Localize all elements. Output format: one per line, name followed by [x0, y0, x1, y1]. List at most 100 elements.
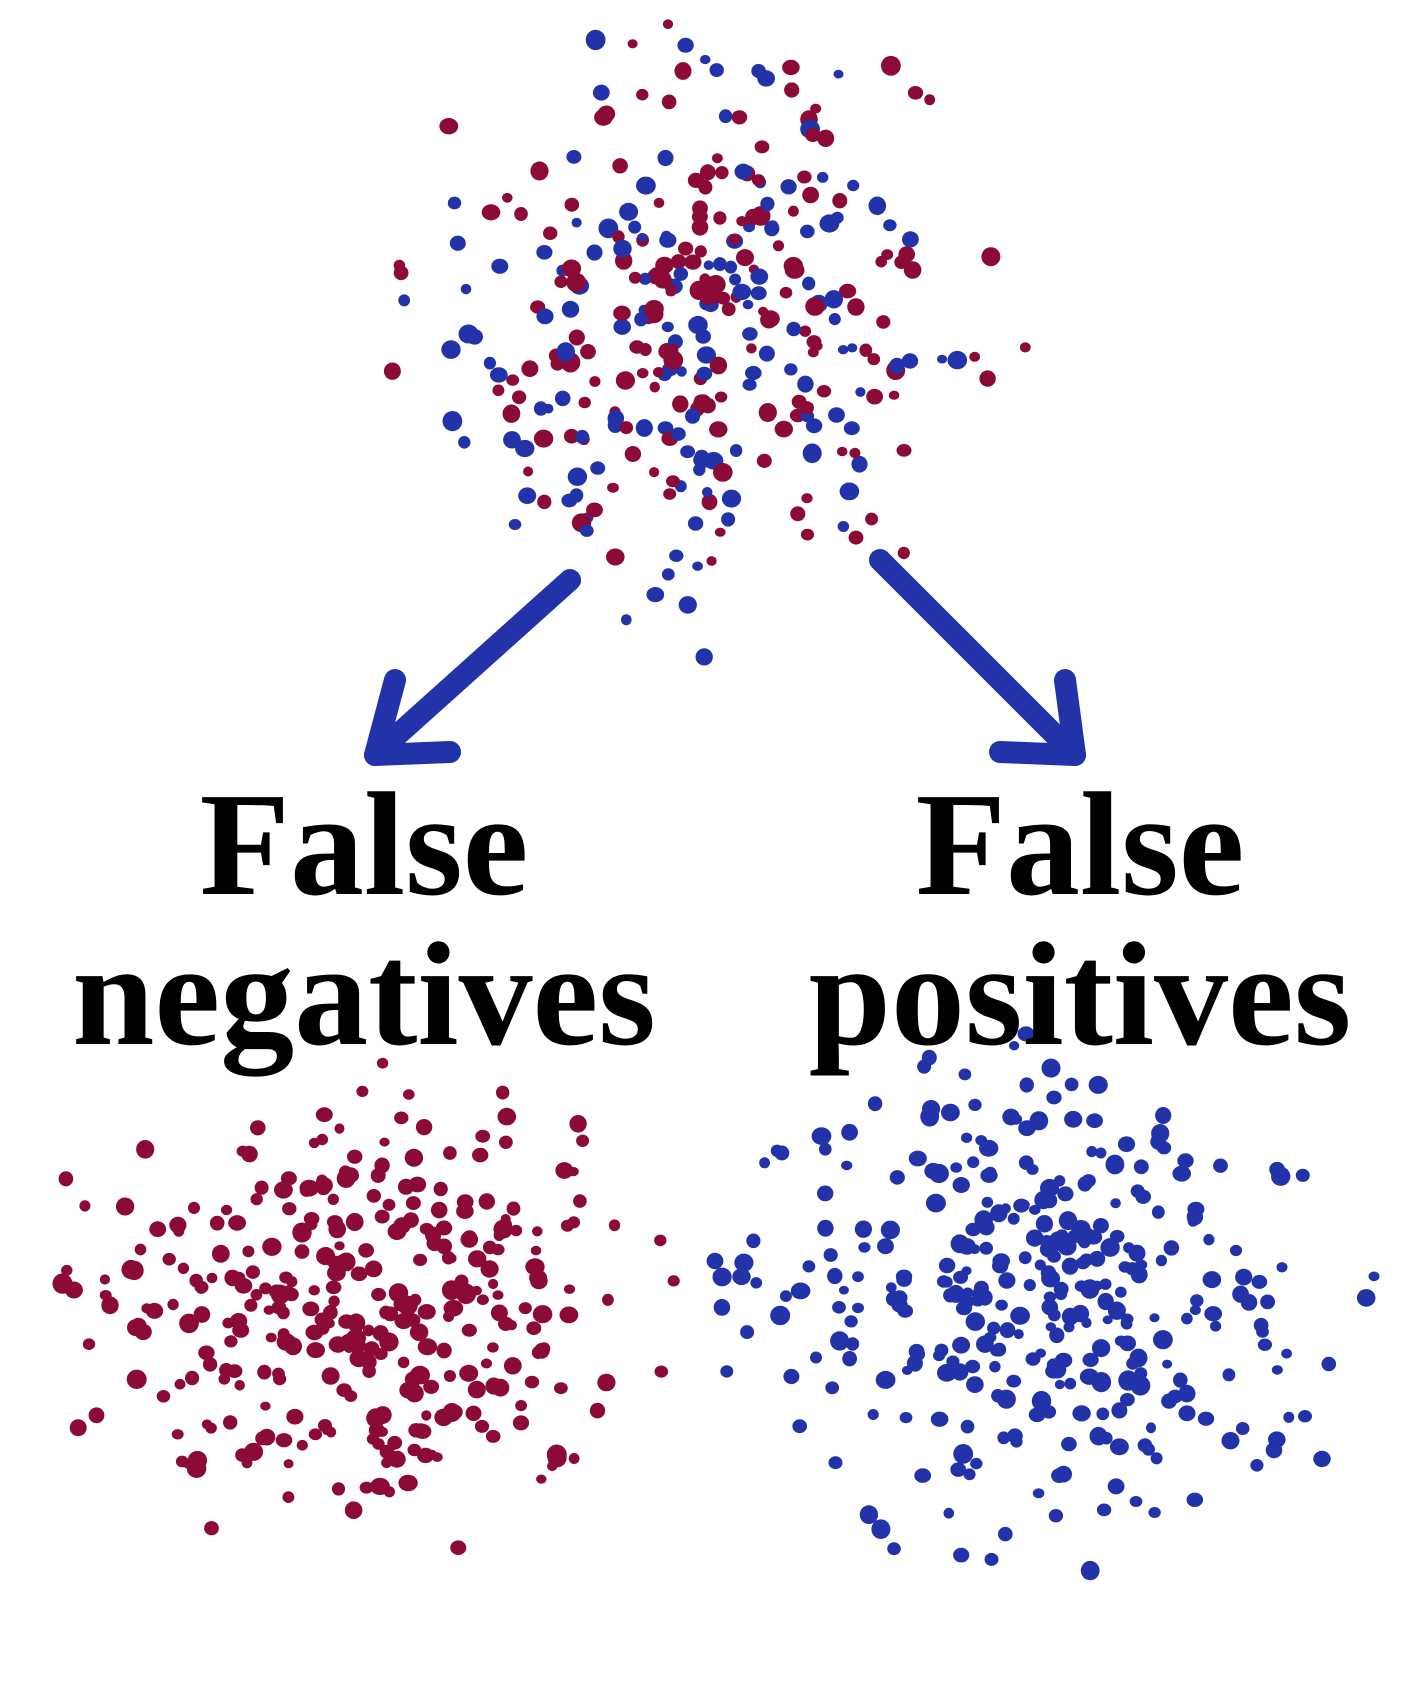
positive-dot [979, 1241, 993, 1255]
positive-dot [1096, 1407, 1110, 1421]
mixed-dot [784, 82, 800, 98]
negative-dot [462, 1230, 477, 1245]
positive-dot [867, 1409, 879, 1420]
mixed-dot [536, 308, 554, 325]
mixed-dot [592, 84, 610, 101]
positive-dot [989, 1360, 1001, 1373]
negative-dot [397, 1356, 410, 1369]
mixed-dot [836, 446, 848, 457]
false-positives-label-line2: positives [808, 913, 1352, 1077]
mixed-dot [561, 259, 582, 278]
mixed-dot [466, 329, 483, 345]
negative-dot [52, 1273, 73, 1294]
mixed-dot [824, 290, 843, 309]
positive-dot [1181, 1312, 1193, 1325]
negative-dot [492, 1290, 504, 1300]
negative-dot [283, 1459, 294, 1469]
mixed-dot [760, 196, 775, 212]
mixed-dot [750, 286, 767, 301]
negative-dot [188, 1201, 200, 1215]
negative-dot [383, 1486, 395, 1498]
negative-dot [193, 1306, 211, 1323]
positive-dot [953, 1444, 974, 1464]
positive-dot [1150, 1452, 1163, 1465]
positive-dot [995, 1299, 1008, 1311]
positive-dot [770, 1305, 791, 1326]
mixed-dot [564, 197, 580, 212]
mixed-dot [816, 385, 832, 398]
mixed-dot [659, 232, 677, 248]
mixed-dot [671, 427, 686, 441]
positive-dot [965, 1359, 981, 1374]
negative-dot [335, 1254, 352, 1269]
positive-dot [875, 1370, 896, 1389]
negative-dot [356, 1085, 369, 1097]
mixed-dot [674, 62, 692, 80]
mixed-dot [613, 239, 632, 258]
negative-dot [260, 1401, 271, 1411]
negative-dot [359, 1481, 374, 1494]
positive-dot [885, 1291, 902, 1307]
negative-dot [250, 1193, 263, 1206]
positive-dot [1086, 1146, 1098, 1158]
negative-dot [417, 1338, 438, 1356]
negative-dot [162, 1252, 176, 1266]
mixed-dot [680, 445, 695, 459]
negative-dot [323, 1305, 338, 1320]
mixed-dot [802, 276, 816, 291]
mixed-dot [742, 299, 754, 310]
positive-dot [1089, 1250, 1106, 1267]
negative-dot [234, 1380, 245, 1391]
mixed-dot [800, 528, 815, 541]
mixed-dot [724, 260, 738, 274]
mixed-dot [653, 197, 665, 208]
mixed-dot [889, 357, 905, 374]
mixed-dot [523, 466, 534, 477]
positive-dot [1041, 1058, 1061, 1078]
positive-dot [1197, 1411, 1215, 1426]
positive-dot [920, 1106, 940, 1127]
negative-dot [608, 1219, 621, 1232]
negative-dot [363, 1324, 375, 1337]
negative-dot [347, 1313, 366, 1333]
positive-dot [961, 1132, 973, 1144]
mixed-dot [817, 171, 829, 183]
mixed-dot [718, 109, 733, 124]
mixed-dot [780, 179, 797, 195]
mixed-dot [700, 164, 716, 181]
negative-dot [308, 1285, 320, 1296]
negative-dot [179, 1313, 199, 1334]
positive-dot [877, 1238, 894, 1255]
negative-dot [413, 1253, 428, 1266]
positive-dot [1046, 1358, 1061, 1372]
mixed-dot [689, 280, 708, 300]
mixed-dot [896, 444, 912, 457]
negative-dot [554, 1382, 568, 1395]
positive-dot [1256, 1325, 1269, 1338]
positive-dot [1079, 1368, 1099, 1385]
positive-dot [1155, 1107, 1172, 1124]
positive-dot [1095, 1147, 1107, 1159]
mixed-dot [586, 244, 603, 261]
positive-dot [817, 1219, 834, 1237]
negative-dot [61, 1264, 73, 1276]
negative-dot [224, 1335, 238, 1348]
mixed-dot [483, 356, 496, 370]
mixed-dot [650, 267, 661, 278]
negative-dot [443, 1370, 456, 1382]
positive-dot [810, 1351, 822, 1364]
false-negatives-label: False negatives [14, 770, 714, 1070]
negative-dot [526, 1321, 542, 1335]
negative-dot [379, 1137, 390, 1147]
negative-dot [259, 1282, 272, 1295]
positive-dot [999, 1322, 1016, 1339]
negative-dot [134, 1243, 147, 1256]
mixed-dot [537, 494, 552, 510]
mixed-dot [837, 521, 850, 532]
positive-dot [981, 1196, 994, 1208]
negative-dot [334, 1241, 345, 1251]
mixed-dot [613, 318, 631, 335]
mixed-dot [714, 391, 728, 403]
positive-dot [1061, 1307, 1079, 1326]
positive-dot [1203, 1233, 1215, 1246]
